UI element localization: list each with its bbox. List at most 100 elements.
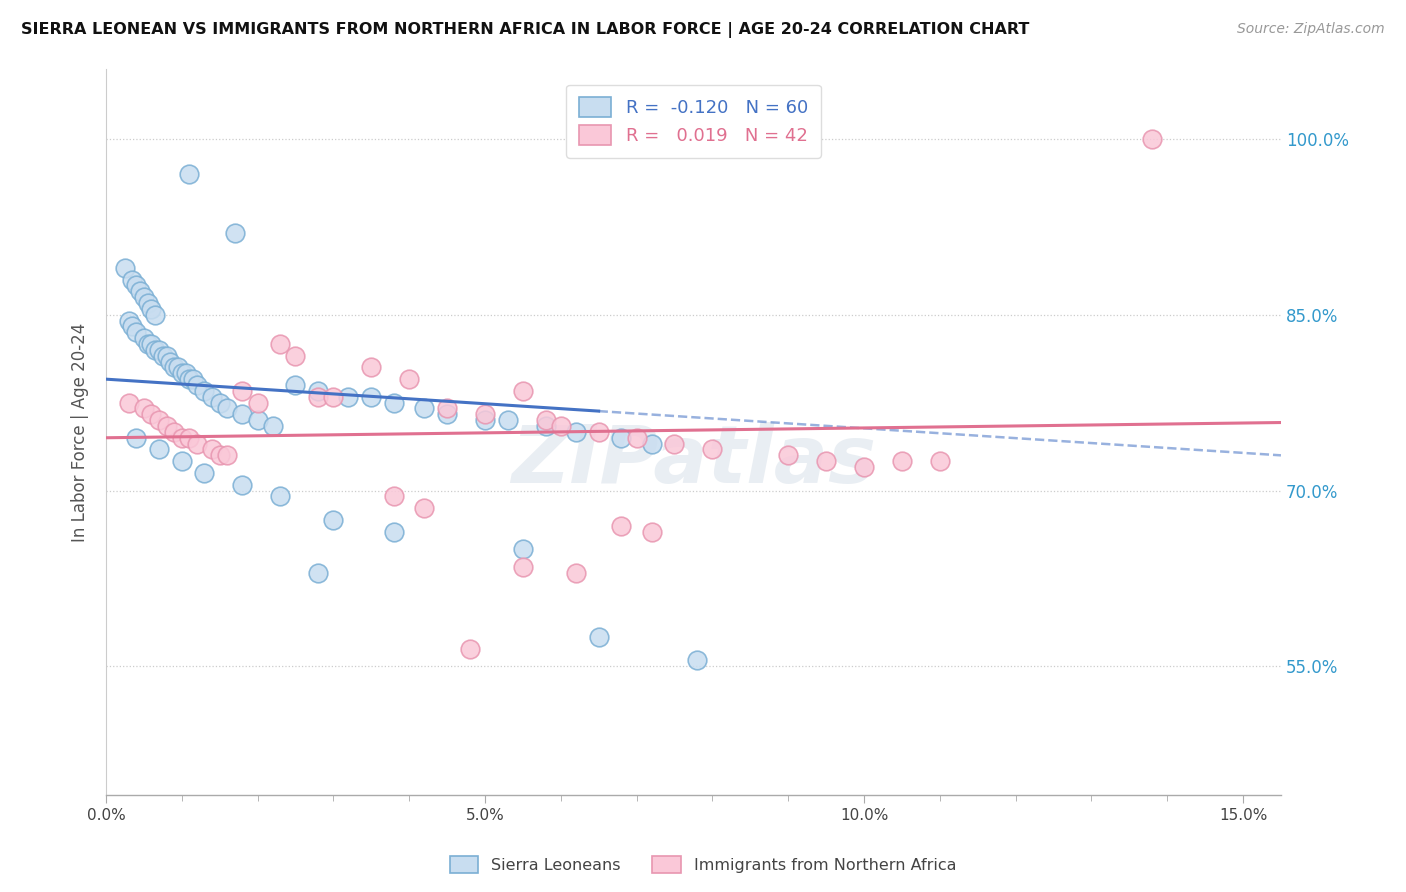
Legend: Sierra Leoneans, Immigrants from Northern Africa: Sierra Leoneans, Immigrants from Norther… — [443, 849, 963, 880]
Point — [148, 413, 170, 427]
Point — [179, 167, 201, 181]
Point — [641, 436, 664, 450]
Point — [610, 518, 633, 533]
Point — [534, 419, 557, 434]
Point — [512, 384, 534, 398]
Point — [129, 285, 152, 299]
Text: SIERRA LEONEAN VS IMMIGRANTS FROM NORTHERN AFRICA IN LABOR FORCE | AGE 20-24 COR: SIERRA LEONEAN VS IMMIGRANTS FROM NORTHE… — [21, 22, 1029, 38]
Point — [217, 448, 239, 462]
Point — [132, 290, 155, 304]
Point — [337, 390, 360, 404]
Point — [307, 390, 329, 404]
Y-axis label: In Labor Force | Age 20-24: In Labor Force | Age 20-24 — [72, 322, 89, 541]
Point — [269, 489, 291, 503]
Point — [626, 431, 648, 445]
Point — [534, 413, 557, 427]
Point — [114, 260, 136, 275]
Point — [141, 407, 163, 421]
Point — [512, 559, 534, 574]
Point — [186, 436, 208, 450]
Point — [170, 454, 193, 468]
Point — [436, 401, 458, 416]
Point — [217, 401, 239, 416]
Point — [193, 466, 215, 480]
Point — [163, 425, 186, 439]
Point — [152, 349, 174, 363]
Point — [118, 313, 141, 327]
Point — [382, 395, 405, 409]
Point — [148, 442, 170, 457]
Point — [141, 301, 163, 316]
Point — [269, 337, 291, 351]
Point — [159, 354, 181, 368]
Point — [143, 343, 166, 357]
Point — [496, 413, 519, 427]
Point — [181, 372, 204, 386]
Point — [163, 360, 186, 375]
Point — [186, 378, 208, 392]
Point — [167, 360, 190, 375]
Point — [398, 372, 420, 386]
Point — [170, 366, 193, 380]
Point — [208, 395, 231, 409]
Point — [179, 372, 201, 386]
Point — [702, 442, 724, 457]
Point — [610, 431, 633, 445]
Point — [118, 395, 141, 409]
Point — [550, 419, 572, 434]
Point — [565, 566, 588, 580]
Point — [231, 407, 253, 421]
Point — [307, 566, 329, 580]
Point — [125, 325, 148, 339]
Point — [686, 653, 709, 667]
Point — [125, 431, 148, 445]
Point — [231, 477, 253, 491]
Point — [1140, 132, 1163, 146]
Point — [132, 401, 155, 416]
Point — [121, 272, 143, 286]
Point — [121, 319, 143, 334]
Point — [246, 413, 269, 427]
Text: Source: ZipAtlas.com: Source: ZipAtlas.com — [1237, 22, 1385, 37]
Point — [231, 384, 253, 398]
Point — [155, 349, 177, 363]
Point — [474, 407, 496, 421]
Point — [284, 349, 307, 363]
Point — [208, 448, 231, 462]
Point — [141, 337, 163, 351]
Point — [664, 436, 686, 450]
Point — [641, 524, 664, 539]
Point — [436, 407, 458, 421]
Point — [588, 630, 610, 644]
Point — [322, 513, 344, 527]
Point — [125, 278, 148, 293]
Point — [179, 431, 201, 445]
Point — [136, 296, 159, 310]
Point — [360, 360, 382, 375]
Point — [413, 401, 436, 416]
Point — [193, 384, 215, 398]
Point — [155, 419, 177, 434]
Point — [136, 337, 159, 351]
Point — [458, 641, 481, 656]
Point — [170, 431, 193, 445]
Point — [201, 390, 224, 404]
Point — [148, 343, 170, 357]
Point — [413, 501, 436, 516]
Point — [174, 366, 197, 380]
Point — [474, 413, 496, 427]
Point — [778, 448, 800, 462]
Point — [928, 454, 950, 468]
Point — [890, 454, 912, 468]
Point — [262, 419, 284, 434]
Point — [322, 390, 344, 404]
Point — [246, 395, 269, 409]
Point — [853, 460, 876, 475]
Point — [565, 425, 588, 439]
Point — [815, 454, 838, 468]
Point — [588, 425, 610, 439]
Point — [284, 378, 307, 392]
Point — [307, 384, 329, 398]
Point — [132, 331, 155, 345]
Point — [360, 390, 382, 404]
